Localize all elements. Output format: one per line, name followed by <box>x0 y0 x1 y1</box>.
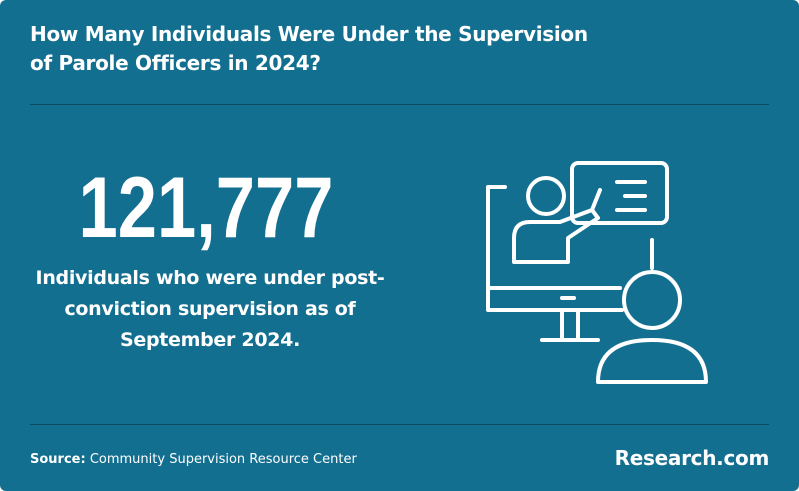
stat-value: 121,777 <box>78 160 334 256</box>
source-label: Source: <box>30 452 86 467</box>
divider <box>30 424 769 425</box>
divider <box>30 104 769 105</box>
source-text: Community Supervision Resource Center <box>89 452 357 467</box>
source: Source: Community Supervision Resource C… <box>30 452 357 467</box>
teacher-icon <box>486 161 708 384</box>
title: How Many Individuals Were Under the Supe… <box>30 22 588 75</box>
stat-description: Individuals who were under post-convicti… <box>35 267 385 351</box>
brand: Research.com <box>614 446 770 470</box>
